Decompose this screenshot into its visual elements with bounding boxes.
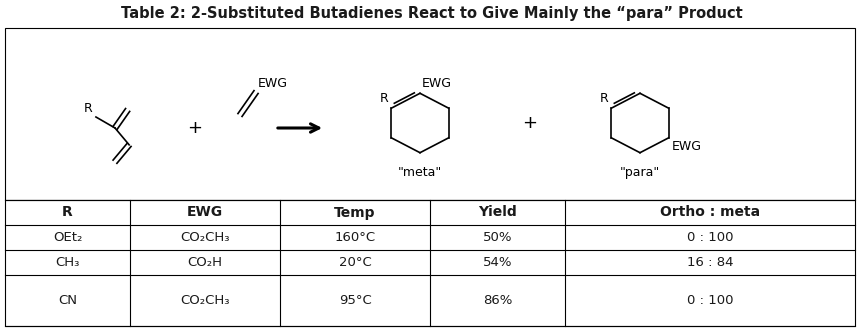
Text: R: R [599, 92, 608, 105]
Text: 95°C: 95°C [338, 294, 371, 307]
Text: CO₂H: CO₂H [188, 256, 222, 269]
Text: R: R [84, 102, 93, 115]
Text: R: R [62, 206, 73, 219]
Text: Table 2: 2-Substituted Butadienes React to Give Mainly the “para” Product: Table 2: 2-Substituted Butadienes React … [121, 6, 743, 21]
Bar [5, 200, 855, 326]
Text: CO₂CH₃: CO₂CH₃ [180, 231, 230, 244]
Text: "meta": "meta" [398, 166, 442, 179]
Text: EWG: EWG [671, 140, 702, 153]
Text: OEt₂: OEt₂ [53, 231, 82, 244]
Text: EWG: EWG [187, 206, 223, 219]
Text: +: + [522, 114, 537, 132]
Bar [5, 28, 855, 200]
Text: 0 : 100: 0 : 100 [687, 231, 734, 244]
Text: "para": "para" [620, 166, 660, 179]
Text: 54%: 54% [483, 256, 512, 269]
Text: CO₂CH₃: CO₂CH₃ [180, 294, 230, 307]
Text: 160°C: 160°C [335, 231, 375, 244]
Text: 16 : 84: 16 : 84 [687, 256, 734, 269]
Text: Temp: Temp [334, 206, 375, 219]
Text: CH₃: CH₃ [55, 256, 80, 269]
Text: EWG: EWG [258, 77, 288, 90]
Text: 20°C: 20°C [338, 256, 371, 269]
Text: +: + [188, 119, 202, 137]
Text: 50%: 50% [483, 231, 512, 244]
Text: Ortho : meta: Ortho : meta [660, 206, 760, 219]
Text: 0 : 100: 0 : 100 [687, 294, 734, 307]
Text: R: R [380, 92, 388, 105]
Text: CN: CN [58, 294, 77, 307]
Text: 86%: 86% [483, 294, 512, 307]
Text: Yield: Yield [478, 206, 517, 219]
Text: EWG: EWG [422, 77, 452, 90]
